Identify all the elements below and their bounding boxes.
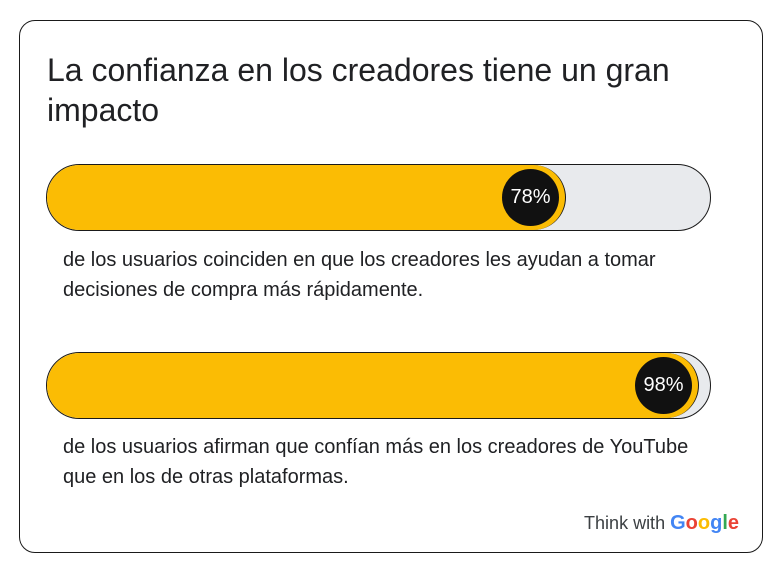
google-letter: l xyxy=(722,512,728,534)
chart-title: La confianza en los creadores tiene un g… xyxy=(47,52,670,128)
google-letter: g xyxy=(710,512,723,534)
brand-prefix: Think with xyxy=(584,513,666,533)
bar-description-1: de los usuarios coinciden en que los cre… xyxy=(63,249,656,301)
bar-fill-1 xyxy=(47,165,566,230)
google-letter: o xyxy=(697,512,711,534)
bar-description-2: de los usuarios afirman que confían más … xyxy=(63,436,689,488)
google-wordmark: Google xyxy=(670,512,739,534)
bar-fill-2 xyxy=(47,353,699,418)
value-label-1: 78% xyxy=(502,169,559,226)
google-letter: o xyxy=(685,512,698,534)
infographic-card xyxy=(19,20,763,553)
value-label-2: 98% xyxy=(635,357,692,414)
bar-track-2 xyxy=(46,352,711,419)
google-letter: G xyxy=(670,512,686,534)
think-with-google-logo: Think with Google xyxy=(584,512,739,535)
bar-track-1 xyxy=(46,164,711,231)
google-letter: e xyxy=(727,512,739,534)
